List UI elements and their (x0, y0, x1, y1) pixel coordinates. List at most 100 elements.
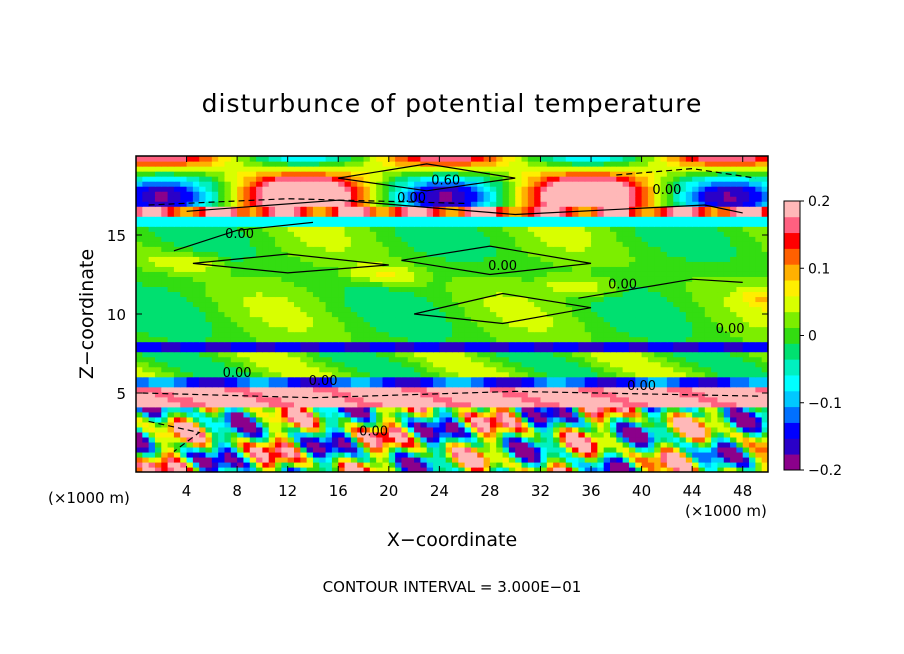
heatmap-cell (704, 421, 712, 428)
heatmap-cell (534, 416, 542, 423)
heatmap-cell (749, 226, 756, 232)
heatmap-cell (420, 231, 428, 237)
heatmap-cell (559, 221, 567, 227)
heatmap-cell (142, 321, 150, 328)
heatmap-cell (515, 466, 523, 472)
heatmap-cell (420, 341, 428, 348)
heatmap-cell (711, 376, 719, 383)
heatmap-cell (610, 381, 617, 388)
heatmap-cell (199, 276, 207, 282)
heatmap-cell (287, 466, 295, 472)
heatmap-cell (477, 351, 485, 358)
heatmap-cell (224, 306, 232, 313)
heatmap-cell (167, 281, 175, 288)
heatmap-cell (666, 391, 674, 398)
heatmap-cell (742, 296, 750, 303)
heatmap-cell (496, 241, 504, 247)
heatmap-cell (452, 451, 459, 458)
heatmap-cell (275, 271, 282, 277)
heatmap-cell (445, 421, 453, 428)
heatmap-cell (350, 396, 358, 403)
heatmap-cell (553, 361, 561, 368)
heatmap-cell (736, 451, 744, 458)
heatmap-cell (325, 271, 333, 277)
heatmap-cell (572, 251, 579, 257)
heatmap-cell (294, 416, 301, 423)
heatmap-cell (591, 321, 598, 328)
heatmap-cell (445, 301, 453, 308)
heatmap-cell (641, 326, 649, 333)
heatmap-cell (628, 401, 636, 408)
heatmap-cell (698, 311, 706, 318)
heatmap-cell (199, 351, 207, 358)
heatmap-cell (388, 386, 396, 393)
heatmap-cell (508, 356, 516, 363)
heatmap-cell (717, 291, 725, 298)
heatmap-cell (211, 281, 219, 288)
heatmap-cell (312, 236, 320, 242)
heatmap-cell (452, 281, 459, 288)
heatmap-cell (407, 436, 415, 443)
heatmap-cell (173, 276, 181, 282)
heatmap-cell (578, 431, 586, 438)
heatmap-cell (395, 406, 403, 413)
heatmap-cell (673, 376, 681, 383)
heatmap-cell (565, 416, 573, 423)
heatmap-cell (161, 231, 169, 237)
heatmap-cell (445, 381, 453, 388)
heatmap-cell (357, 346, 365, 353)
heatmap-cell (369, 241, 377, 247)
heatmap-cell (736, 391, 744, 398)
heatmap-cell (369, 256, 377, 262)
heatmap-cell (704, 416, 712, 423)
heatmap-cell (262, 296, 270, 303)
heatmap-cell (641, 246, 649, 252)
heatmap-cell (483, 321, 491, 328)
heatmap-cell (616, 286, 624, 293)
heatmap-cell (414, 256, 421, 262)
heatmap-cell (711, 331, 719, 338)
heatmap-cell (546, 236, 554, 242)
heatmap-cell (452, 311, 459, 318)
heatmap-cell (331, 306, 339, 313)
heatmap-cell (142, 376, 150, 383)
heatmap-cell (761, 346, 768, 353)
heatmap-cell (439, 366, 447, 373)
heatmap-cell (521, 461, 529, 468)
heatmap-cell (597, 221, 605, 227)
heatmap-cell (249, 441, 257, 448)
heatmap-cell (761, 261, 768, 267)
heatmap-cell (180, 291, 188, 298)
heatmap-cell (325, 251, 333, 257)
heatmap-cell (540, 271, 548, 277)
heatmap-cell (704, 291, 712, 298)
heatmap-cell (312, 441, 320, 448)
heatmap-cell (584, 251, 592, 257)
heatmap-cell (477, 251, 485, 257)
heatmap-cell (622, 241, 630, 247)
heatmap-cell (426, 221, 434, 227)
heatmap-cell (464, 301, 472, 308)
heatmap-cell (553, 436, 561, 443)
heatmap-cell (268, 381, 276, 388)
heatmap-cell (275, 306, 282, 313)
heatmap-cell (154, 236, 162, 242)
heatmap-cell (420, 376, 428, 383)
heatmap-cell (496, 301, 504, 308)
heatmap-cell (306, 256, 314, 262)
heatmap-cell (167, 231, 175, 237)
heatmap-cell (603, 261, 611, 267)
heatmap-cell (584, 391, 592, 398)
heatmap-cell (730, 306, 737, 313)
heatmap-cell (148, 406, 156, 413)
heatmap-cell (483, 276, 491, 282)
heatmap-cell (167, 411, 175, 418)
heatmap-cell (256, 421, 263, 428)
heatmap-cell (452, 406, 459, 413)
heatmap-cell (496, 361, 504, 368)
heatmap-cell (401, 436, 409, 443)
heatmap-cell (161, 351, 169, 358)
heatmap-cell (628, 266, 636, 272)
heatmap-cell (363, 431, 371, 438)
